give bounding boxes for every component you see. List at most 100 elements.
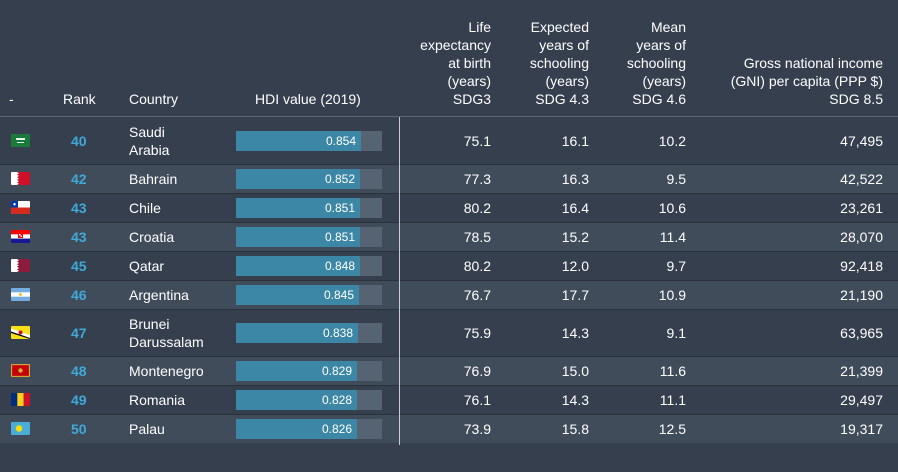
country-line: Bahrain: [129, 171, 178, 187]
hdi-value-label: 0.826: [321, 422, 352, 436]
hdi-bar-track: 0.854: [236, 131, 382, 151]
header-line: SDG3: [452, 91, 491, 107]
expected-schooling-cell: 14.3: [561, 325, 589, 341]
rank-cell: 45: [71, 258, 87, 274]
header-divider: [0, 116, 898, 117]
hdi-bar: [236, 198, 360, 218]
flag-icon: [11, 422, 30, 435]
mean-schooling-cell: 12.5: [658, 421, 686, 437]
hdi-bar: [236, 227, 360, 247]
flag-icon: [11, 230, 30, 243]
country-line: Saudi: [129, 124, 165, 140]
life-expectancy-cell: 76.1: [463, 392, 491, 408]
header-gni[interactable]: Gross national income (GNI) per capita (…: [690, 54, 883, 108]
header-life-expectancy[interactable]: Life expectancy at birth (years) SDG3: [395, 18, 491, 108]
flag-icon: [11, 172, 30, 185]
mean-schooling-cell: 9.5: [666, 171, 686, 187]
header-country[interactable]: Country: [129, 91, 179, 107]
gni-cell: 63,965: [840, 325, 883, 341]
hdi-bar-track: 0.851: [236, 227, 382, 247]
hdi-value-label: 0.845: [323, 288, 354, 302]
gni-cell: 28,070: [840, 229, 883, 245]
hdi-bar: [236, 131, 361, 151]
hdi-bar-track: 0.851: [236, 198, 382, 218]
country-line: Montenegro: [129, 363, 204, 379]
header-line: Life: [468, 19, 491, 35]
country-line: Chile: [129, 200, 161, 216]
table-row: 40 Saudi Arabia 0.854 75.1 16.1 10.2 47,495: [0, 118, 898, 164]
header-line: SDG 4.6: [632, 91, 686, 107]
mean-schooling-cell: 10.9: [658, 287, 686, 303]
flag-icon: [11, 134, 30, 147]
country-cell: Palau: [129, 420, 165, 438]
header-expected-schooling[interactable]: Expected years of schooling (years) SDG …: [500, 18, 589, 108]
row-divider: [0, 385, 898, 386]
header-mean-schooling[interactable]: Mean years of schooling (years) SDG 4.6: [600, 18, 686, 108]
row-divider: [0, 193, 898, 194]
flag-icon: [11, 201, 30, 214]
hdi-bar-track: 0.828: [236, 390, 382, 410]
header-line: Mean: [650, 19, 686, 35]
flag-icon: [11, 393, 30, 406]
expected-schooling-cell: 15.0: [561, 363, 589, 379]
life-expectancy-cell: 76.7: [463, 287, 491, 303]
country-line: Qatar: [129, 258, 165, 274]
header-line: years of: [636, 37, 686, 53]
gni-cell: 19,317: [840, 421, 883, 437]
header-line: Expected: [530, 19, 589, 35]
hdi-bar-track: 0.848: [236, 256, 382, 276]
life-expectancy-cell: 76.9: [463, 363, 491, 379]
hdi-bar: [236, 419, 357, 439]
table-row: 49 Romania 0.828 76.1 14.3 11.1 29,497: [0, 386, 898, 414]
life-expectancy-cell: 73.9: [463, 421, 491, 437]
header-line: Gross national income: [743, 55, 883, 71]
country-line: Argentina: [129, 287, 189, 303]
country-cell: Qatar: [129, 257, 164, 275]
header-hdi[interactable]: HDI value (2019): [255, 91, 361, 107]
expected-schooling-cell: 14.3: [561, 392, 589, 408]
table-row: 48 Montenegro 0.829 76.9 15.0 11.6 21,399: [0, 357, 898, 385]
row-divider: [0, 280, 898, 281]
mean-schooling-cell: 9.1: [666, 325, 686, 341]
gni-cell: 92,418: [840, 258, 883, 274]
gni-cell: 21,190: [840, 287, 883, 303]
rank-cell: 49: [71, 392, 87, 408]
hdi-bar: [236, 361, 357, 381]
mean-schooling-cell: 10.6: [658, 200, 686, 216]
expected-schooling-cell: 16.1: [561, 133, 589, 149]
hdi-bar: [236, 323, 358, 343]
rank-cell: 43: [71, 229, 87, 245]
hdi-value-label: 0.854: [325, 134, 356, 148]
hdi-bar-track: 0.829: [236, 361, 382, 381]
flag-icon: [11, 259, 30, 272]
header-line: schooling: [626, 55, 686, 71]
table-row: 45 Qatar 0.848 80.2 12.0 9.7 92,418: [0, 252, 898, 280]
expected-schooling-cell: 16.3: [561, 171, 589, 187]
expected-schooling-cell: 15.2: [561, 229, 589, 245]
table-row: 47 Brunei Darussalam 0.838 75.9 14.3 9.1 63,965: [0, 310, 898, 356]
header-rank[interactable]: Rank: [63, 91, 96, 107]
country-line: Romania: [129, 392, 186, 408]
mean-schooling-cell: 10.2: [658, 133, 686, 149]
hdi-bar-track: 0.838: [236, 323, 382, 343]
expected-schooling-cell: 15.8: [561, 421, 589, 437]
rank-cell: 43: [71, 200, 87, 216]
column-divider: [399, 117, 400, 445]
country-cell: Brunei Darussalam: [129, 315, 204, 351]
life-expectancy-cell: 77.3: [463, 171, 491, 187]
hdi-value-label: 0.838: [322, 326, 353, 340]
row-divider: [0, 164, 898, 165]
hdi-bar-track: 0.852: [236, 169, 382, 189]
table-row: 42 Bahrain 0.852 77.3 16.3 9.5 42,522: [0, 165, 898, 193]
rank-cell: 48: [71, 363, 87, 379]
rank-cell: 50: [71, 421, 87, 437]
hdi-bar: [236, 169, 360, 189]
header-line: (GNI) per capita (PPP $): [730, 73, 883, 89]
mean-schooling-cell: 11.6: [659, 363, 686, 379]
rank-cell: 40: [71, 133, 87, 149]
header-line: (years): [545, 73, 589, 89]
country-cell: Chile: [129, 199, 161, 217]
life-expectancy-cell: 80.2: [463, 258, 491, 274]
expected-schooling-cell: 16.4: [561, 200, 589, 216]
flag-icon: [11, 288, 30, 301]
